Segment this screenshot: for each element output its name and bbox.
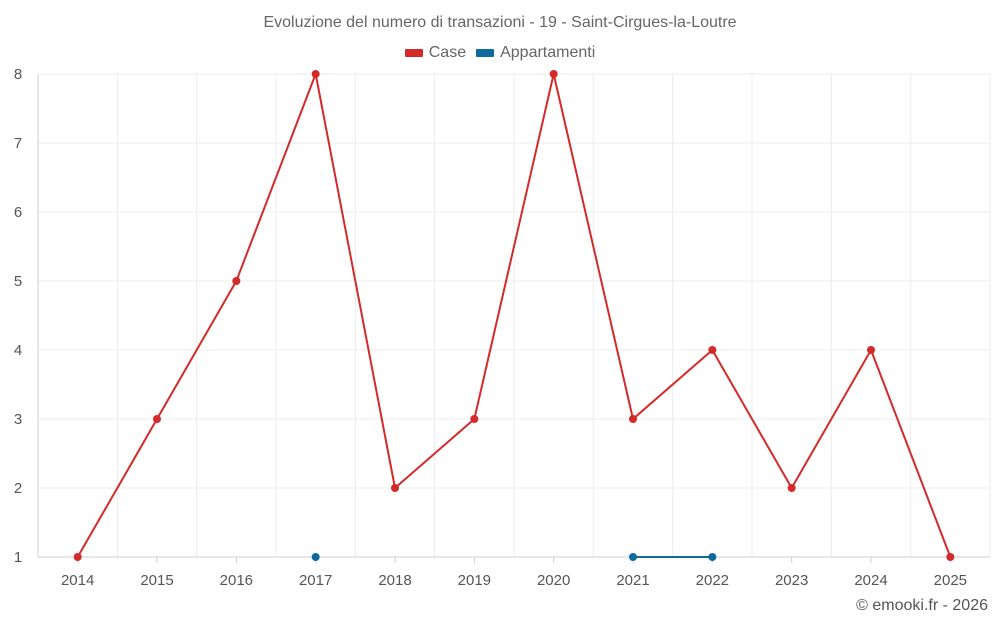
credit-text: © emooki.fr - 2026 <box>856 597 988 614</box>
x-tick-label: 2015 <box>140 572 173 589</box>
x-tick-label: 2022 <box>696 572 729 589</box>
x-tick-label: 2018 <box>378 572 411 589</box>
y-tick-label: 3 <box>14 411 22 428</box>
legend-item-appartamenti[interactable]: Appartamenti <box>476 44 595 62</box>
data-point-case <box>549 70 558 78</box>
legend-item-case[interactable]: Case <box>404 44 467 62</box>
x-tick-label: 2020 <box>537 572 570 589</box>
data-point-case <box>787 484 796 492</box>
y-tick-label: 5 <box>14 273 22 290</box>
x-tick-label: 2016 <box>220 572 253 589</box>
chart-legend: Case Appartamenti <box>0 44 1000 62</box>
data-point-case <box>391 484 399 492</box>
data-point-case <box>867 346 875 354</box>
data-point-case <box>946 553 955 561</box>
data-point-appartamenti <box>629 553 637 561</box>
data-point-case <box>73 553 82 561</box>
data-point-case <box>708 346 717 354</box>
x-tick-label: 2023 <box>775 572 808 589</box>
series-line-case <box>76 73 952 558</box>
data-point-appartamenti <box>708 553 717 561</box>
y-tick-label: 1 <box>14 549 22 566</box>
x-tick-label: 2025 <box>934 572 967 589</box>
x-tick-label: 2017 <box>299 572 332 589</box>
y-tick-label: 8 <box>14 66 22 83</box>
data-point-case <box>153 415 161 423</box>
y-tick-label: 4 <box>14 342 22 359</box>
legend-label-case: Case <box>428 44 467 61</box>
y-tick-label: 6 <box>14 204 22 221</box>
data-point-appartamenti <box>311 553 320 561</box>
legend-swatch-appartamenti <box>476 49 495 57</box>
x-tick-label: 2024 <box>854 572 887 589</box>
x-tick-label: 2021 <box>616 572 649 589</box>
data-point-case <box>629 415 637 423</box>
data-point-case <box>311 70 320 78</box>
y-tick-label: 2 <box>14 480 22 497</box>
x-tick-label: 2019 <box>458 572 491 589</box>
data-point-case <box>470 415 479 423</box>
y-tick-label: 7 <box>14 135 22 152</box>
data-point-case <box>232 277 241 285</box>
legend-swatch-case <box>404 49 423 57</box>
x-tick-label: 2014 <box>61 572 94 589</box>
legend-label-appartamenti: Appartamenti <box>500 44 596 61</box>
chart-title: Evoluzione del numero di transazioni - 1… <box>263 14 737 31</box>
